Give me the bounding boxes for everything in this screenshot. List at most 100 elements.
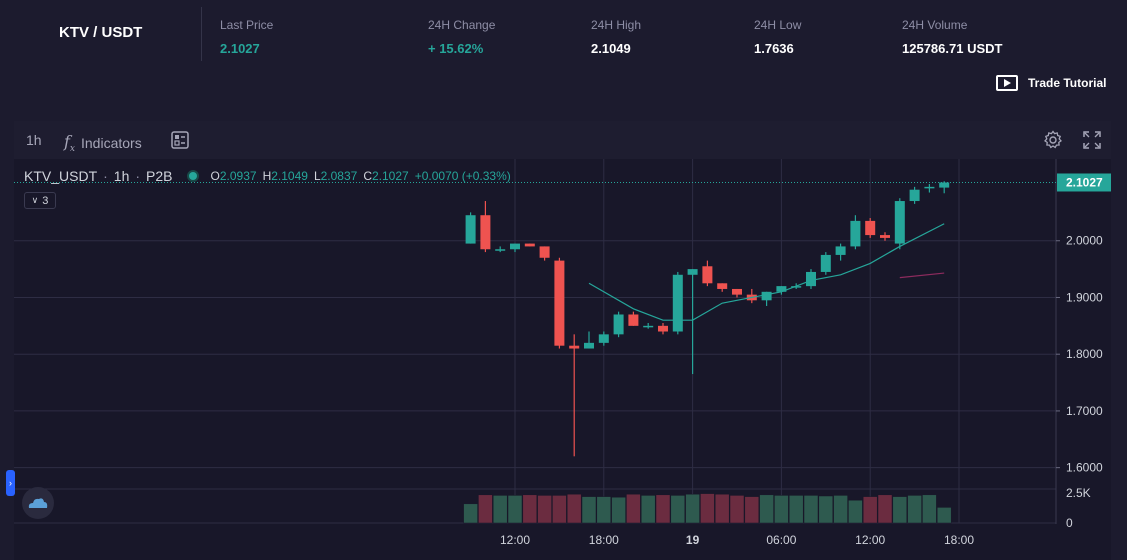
chart-legend: KTV_USDT · 1h · P2B O2.0937 H2.1049 L2.0… (24, 168, 511, 184)
candle-body (717, 283, 728, 289)
tradingview-logo-icon[interactable] (22, 487, 54, 519)
volume-bar (700, 493, 715, 524)
volume-bar (670, 495, 686, 524)
settings-gear-icon[interactable] (1043, 130, 1063, 150)
volume-bar (714, 493, 730, 524)
legend-low: 2.0837 (320, 169, 358, 183)
trade-tutorial-label: Trade Tutorial (1028, 76, 1107, 90)
volume-bar (522, 494, 538, 524)
candle-body (865, 220, 876, 236)
indicators-button[interactable]: fx Indicators (64, 132, 142, 154)
last-price-tag-label: 2.1027 (1066, 175, 1103, 189)
legend-interval: 1h (113, 168, 130, 184)
legend-high: 2.1049 (271, 169, 308, 183)
ma-line-short (588, 223, 945, 321)
candle-body (480, 215, 491, 250)
volume-bar (922, 494, 937, 524)
candle-body (569, 345, 580, 349)
last-price-tag (1057, 173, 1111, 192)
candle-body (465, 215, 476, 244)
chevron-down-icon: ∨ (31, 195, 39, 205)
fx-icon: fx (64, 132, 75, 155)
indicators-label: Indicators (81, 135, 142, 152)
stat-label: 24H Volume (902, 18, 968, 32)
candle-body (687, 269, 698, 275)
candle-body (732, 288, 742, 295)
price-chart[interactable]: 2.0000 1.9000 1.8000 1.7000 1.6000 2.5K 0 12:00… (14, 159, 1111, 560)
stat-24h-low: 24H Low 1.7636 (754, 18, 801, 56)
interval-label: 1h (26, 132, 42, 148)
candle-body (776, 286, 787, 292)
volume-bar (640, 495, 656, 524)
stat-24h-high: 24H High 2.1049 (591, 18, 641, 56)
volume-bar (877, 494, 893, 524)
stat-value: 1.7636 (754, 41, 794, 56)
volume-bar (907, 495, 922, 524)
x-tick-label: 18:00 (589, 533, 619, 547)
volume-bar (552, 495, 567, 524)
x-tick-label: 06:00 (766, 533, 796, 547)
indicator-collapse-button[interactable]: ∨ 3 (24, 192, 56, 209)
candle-body (658, 325, 668, 332)
candle-body (909, 189, 920, 202)
stat-label: 24H High (591, 18, 642, 32)
axes: 2.0000 1.9000 1.8000 1.7000 1.6000 2.5K 0 12:00… (14, 159, 1111, 547)
fullscreen-icon[interactable] (1082, 130, 1102, 150)
candles (465, 181, 950, 457)
candle-body (894, 201, 905, 244)
trade-tutorial-button[interactable]: Trade Tutorial (996, 75, 1106, 91)
volume-bar (581, 496, 597, 524)
chart-toolbar: 1h fx Indicators (14, 121, 1111, 159)
cloud-icon (28, 498, 48, 508)
y-tick-label: 1.8000 (1066, 347, 1103, 361)
volume-bar (537, 495, 552, 524)
templates-icon[interactable] (170, 130, 190, 150)
candle-body (672, 274, 683, 332)
market-header: KTV / USDT Last Price 2.1027 24H Change … (0, 0, 1127, 106)
volume-bars (463, 493, 952, 524)
y-tick-label: 1.6000 (1066, 461, 1103, 475)
candle-body (598, 334, 609, 343)
volume-bar (818, 495, 834, 524)
interval-button[interactable]: 1h (26, 132, 42, 148)
indicator-count: 3 (42, 194, 49, 207)
volume-bar (626, 493, 641, 524)
legend-symbol: KTV_USDT (24, 168, 98, 184)
volume-bar (848, 499, 863, 524)
y-tick-label: 1.7000 (1066, 404, 1103, 418)
candle-body (820, 254, 831, 272)
legend-close: 2.1027 (372, 169, 409, 183)
volume-bar (892, 496, 908, 524)
candle-body (613, 314, 624, 335)
stat-value: 2.1027 (220, 41, 260, 56)
x-tick-label: 12:00 (855, 533, 885, 547)
x-tick-label: 19 (686, 533, 700, 547)
volume-bar (492, 495, 508, 524)
stat-value: 2.1049 (591, 41, 631, 56)
volume-bar (759, 494, 774, 524)
stat-24h-change: 24H Change + 15.62% (428, 18, 495, 56)
volume-bar (611, 496, 626, 524)
candle-body (924, 186, 935, 189)
volume-bar (685, 493, 700, 524)
moving-averages (588, 223, 945, 321)
volume-bar (833, 495, 848, 524)
sidebar-expand-handle[interactable]: › (6, 470, 15, 496)
stat-last-price: Last Price 2.1027 (220, 18, 273, 56)
pair-title: KTV / USDT (59, 24, 143, 41)
legend-exchange: P2B (146, 168, 173, 184)
market-status-icon (186, 170, 199, 182)
x-tick-label: 12:00 (500, 533, 530, 547)
volume-bar (788, 495, 804, 524)
legend-open: 2.0937 (219, 169, 257, 183)
stat-label: 24H Low (754, 18, 802, 32)
candle-body (791, 286, 802, 288)
volume-bar (478, 494, 493, 524)
legend-ohlc: O2.0937 H2.1049 L2.0837 C2.1027 +0.0070 … (210, 169, 511, 183)
y-tick-label: 2.0000 (1066, 234, 1103, 248)
candle-body (510, 243, 520, 250)
x-tick-label: 18:00 (944, 533, 974, 547)
candle-body (628, 314, 639, 326)
candle-body (939, 182, 950, 188)
volume-bar (655, 494, 671, 524)
